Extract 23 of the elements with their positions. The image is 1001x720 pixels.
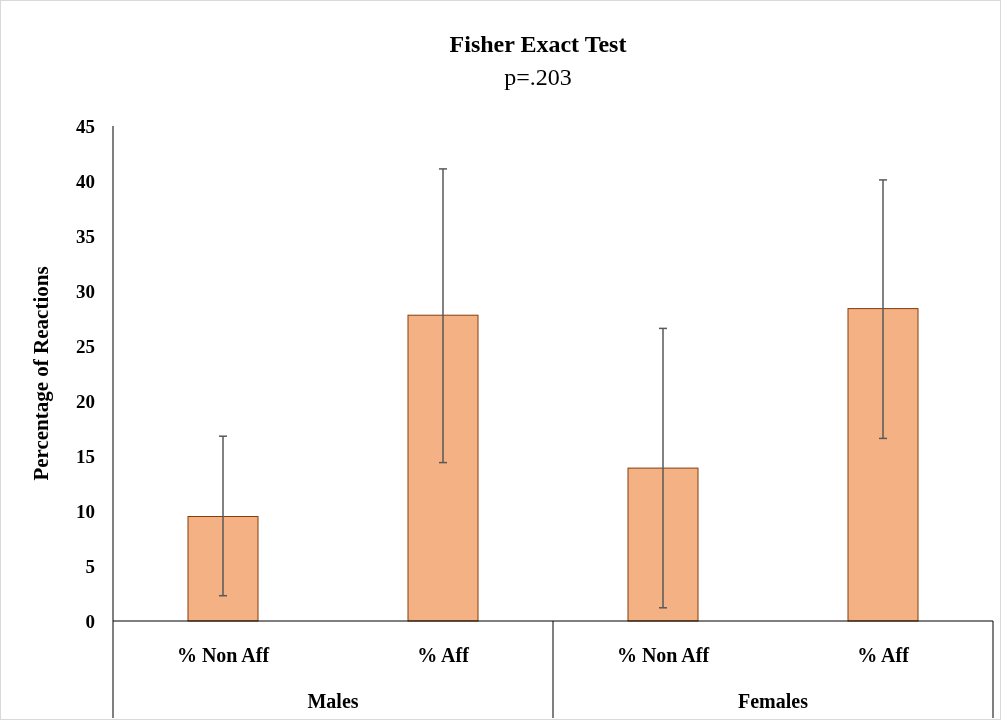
- y-tick-label: 25: [76, 335, 95, 357]
- x-tick-label: % Aff: [857, 644, 910, 666]
- y-tick-label: 20: [76, 390, 95, 412]
- text: Males: [307, 690, 359, 712]
- text: Females: [738, 690, 809, 712]
- y-tick-label: 10: [76, 500, 95, 522]
- x-tick-label: % Aff: [417, 644, 470, 666]
- y-tick-label: 45: [76, 115, 95, 137]
- bar: [407, 314, 479, 622]
- chart-title: Fisher Exact Test: [449, 31, 627, 57]
- y-tick-label: 35: [76, 225, 95, 247]
- x-tick-label: % Non Aff: [616, 644, 710, 666]
- bar: [627, 467, 699, 622]
- y-tick-label: 30: [76, 280, 95, 302]
- bar: [187, 516, 259, 622]
- y-tick-label: 40: [76, 170, 95, 192]
- y-tick-label: 0: [85, 610, 95, 632]
- chart-subtitle: p=.203: [504, 64, 572, 90]
- y-axis-title: Percentage of Reactions: [29, 266, 53, 481]
- y-tick-label: 5: [85, 555, 95, 577]
- x-tick-label: % Non Aff: [176, 644, 270, 666]
- y-tick-label: 15: [76, 445, 95, 467]
- bar: [847, 308, 919, 622]
